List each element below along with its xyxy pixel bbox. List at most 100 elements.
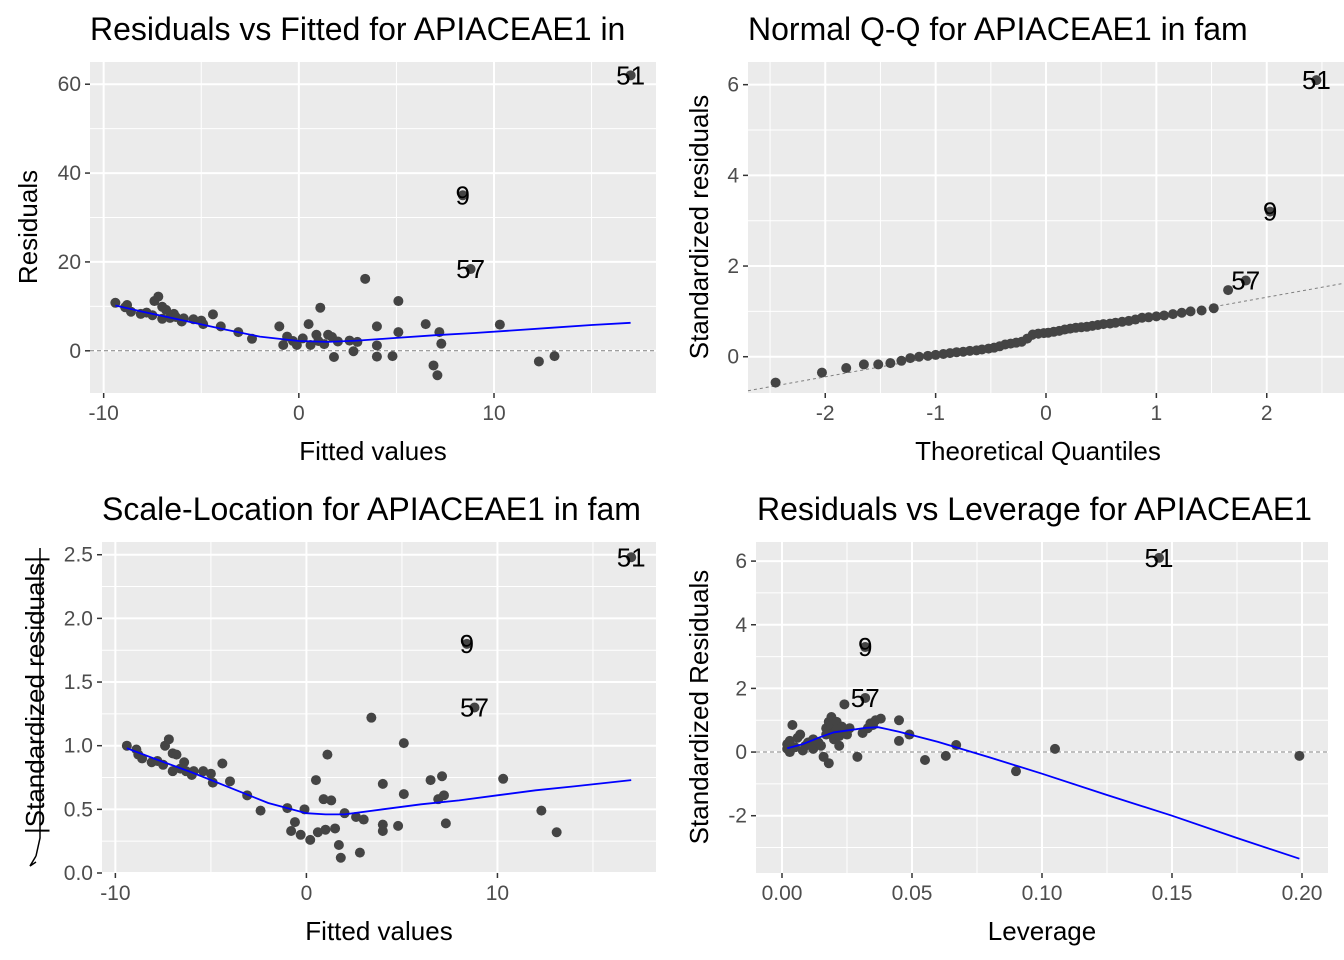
y-tick-label: 2 xyxy=(735,677,747,700)
data-point xyxy=(205,768,216,779)
data-point xyxy=(494,319,505,330)
data-point xyxy=(844,723,855,734)
data-point xyxy=(333,839,344,850)
data-point xyxy=(352,336,363,347)
data-point xyxy=(905,353,916,364)
data-point xyxy=(432,370,443,381)
y-tick-label: 0 xyxy=(727,346,739,369)
panel-normal-qq: -2 -1 0 1 2 0 2 4 6 51 9 57 Normal Q-Q for APIACEAE… xyxy=(684,11,1344,466)
y-tick-label: 6 xyxy=(727,74,739,97)
x-tick-label: 2 xyxy=(1261,402,1273,425)
panel-residuals-vs-fitted: -10 0 10 0 20 40 60 51 9 57 Residuals vs Fitted f… xyxy=(13,11,656,466)
y-tick-label: 4 xyxy=(735,614,747,637)
data-point xyxy=(310,775,321,786)
data-point xyxy=(816,367,827,378)
panel-residuals-vs-leverage: 0.00 0.05 0.10 0.15 0.20 -2 0 2 4 6 51 9 57 Residual… xyxy=(684,491,1328,946)
data-point xyxy=(536,805,547,816)
data-point xyxy=(371,351,382,362)
x-tick-label: 0 xyxy=(293,402,305,425)
data-point xyxy=(224,776,235,787)
data-point xyxy=(860,692,871,703)
x-axis-title: Fitted values xyxy=(299,436,446,466)
data-point xyxy=(348,346,359,357)
y-tick-label: 6 xyxy=(735,550,747,573)
x-tick-label: -1 xyxy=(926,402,945,425)
y-tick-label: 0.5 xyxy=(64,798,93,821)
data-point xyxy=(305,834,316,845)
data-point xyxy=(428,360,439,371)
loess-smooth-line xyxy=(786,726,1300,860)
data-point xyxy=(1154,552,1164,563)
outlier-label: 51 xyxy=(617,542,646,572)
data-point xyxy=(358,814,369,825)
data-point xyxy=(438,790,449,801)
data-point xyxy=(339,808,350,819)
data-point xyxy=(1240,275,1251,286)
panel-title: Scale-Location for APIACEAE1 in fam xyxy=(102,491,641,527)
data-point xyxy=(163,734,174,745)
panel-scale-location: -10 0 10 0.0 0.5 1.0 1.5 2.0 2.5 51 9 57 Scale-Loca… xyxy=(20,491,656,946)
sqrt-radical-icon xyxy=(29,548,41,867)
data-point xyxy=(398,738,409,749)
data-point xyxy=(940,750,951,761)
data-point xyxy=(322,749,333,760)
data-point xyxy=(551,827,562,838)
data-point xyxy=(1223,285,1234,296)
x-tick-label: -10 xyxy=(100,882,130,905)
data-point xyxy=(393,820,404,831)
data-point xyxy=(457,190,468,201)
data-point xyxy=(839,699,850,710)
data-point xyxy=(312,827,323,838)
plot-area: 0.00 0.05 0.10 0.15 0.20 -2 0 2 4 6 51 9 57 xyxy=(728,542,1328,905)
data-point xyxy=(360,273,371,284)
x-axis-title: Fitted values xyxy=(305,916,452,946)
y-tick-label: 2 xyxy=(727,255,739,278)
panel-title: Residuals vs Leverage for APIACEAE1 xyxy=(757,491,1312,527)
panel-title: Normal Q-Q for APIACEAE1 in fam xyxy=(748,11,1248,47)
data-point xyxy=(153,291,164,302)
data-point xyxy=(930,349,941,360)
data-point xyxy=(770,377,781,388)
data-point xyxy=(121,740,132,751)
y-tick-label: 0 xyxy=(735,741,747,764)
data-point xyxy=(816,740,826,751)
outlier-label: 57 xyxy=(1231,266,1260,296)
y-tick-label: 60 xyxy=(58,73,81,96)
data-point xyxy=(207,309,218,320)
data-point xyxy=(1167,309,1178,320)
x-tick-label: 10 xyxy=(482,402,505,425)
x-tick-label: 0.10 xyxy=(1022,882,1063,905)
y-axis-title: |Standardized residuals| xyxy=(20,556,50,834)
data-point xyxy=(278,340,289,351)
data-point xyxy=(1311,75,1322,86)
data-point xyxy=(255,805,266,816)
y-tick-label: 0 xyxy=(69,340,81,363)
y-axis-title: Standardized Residuals xyxy=(684,570,714,845)
data-point xyxy=(875,713,886,724)
data-point xyxy=(1185,306,1196,317)
data-point xyxy=(549,351,560,362)
data-point xyxy=(315,302,326,313)
data-point xyxy=(841,363,852,374)
data-point xyxy=(1151,311,1162,322)
data-point xyxy=(398,789,409,800)
data-point xyxy=(295,829,306,840)
data-point xyxy=(1050,743,1060,754)
outlier-label: 57 xyxy=(460,693,489,723)
data-point xyxy=(425,775,436,786)
data-point xyxy=(335,852,346,863)
data-point xyxy=(354,847,365,858)
data-point xyxy=(1265,206,1276,217)
data-point xyxy=(1176,307,1187,318)
data-point xyxy=(366,712,377,723)
data-point xyxy=(198,766,209,777)
outlier-label: 57 xyxy=(456,254,485,284)
data-point xyxy=(533,356,544,367)
panel-background xyxy=(90,62,656,393)
data-point xyxy=(330,823,341,834)
x-tick-label: -2 xyxy=(816,402,835,425)
data-point xyxy=(179,757,190,768)
x-tick-label: -10 xyxy=(88,402,118,425)
data-point xyxy=(291,340,302,351)
data-point xyxy=(461,638,472,649)
